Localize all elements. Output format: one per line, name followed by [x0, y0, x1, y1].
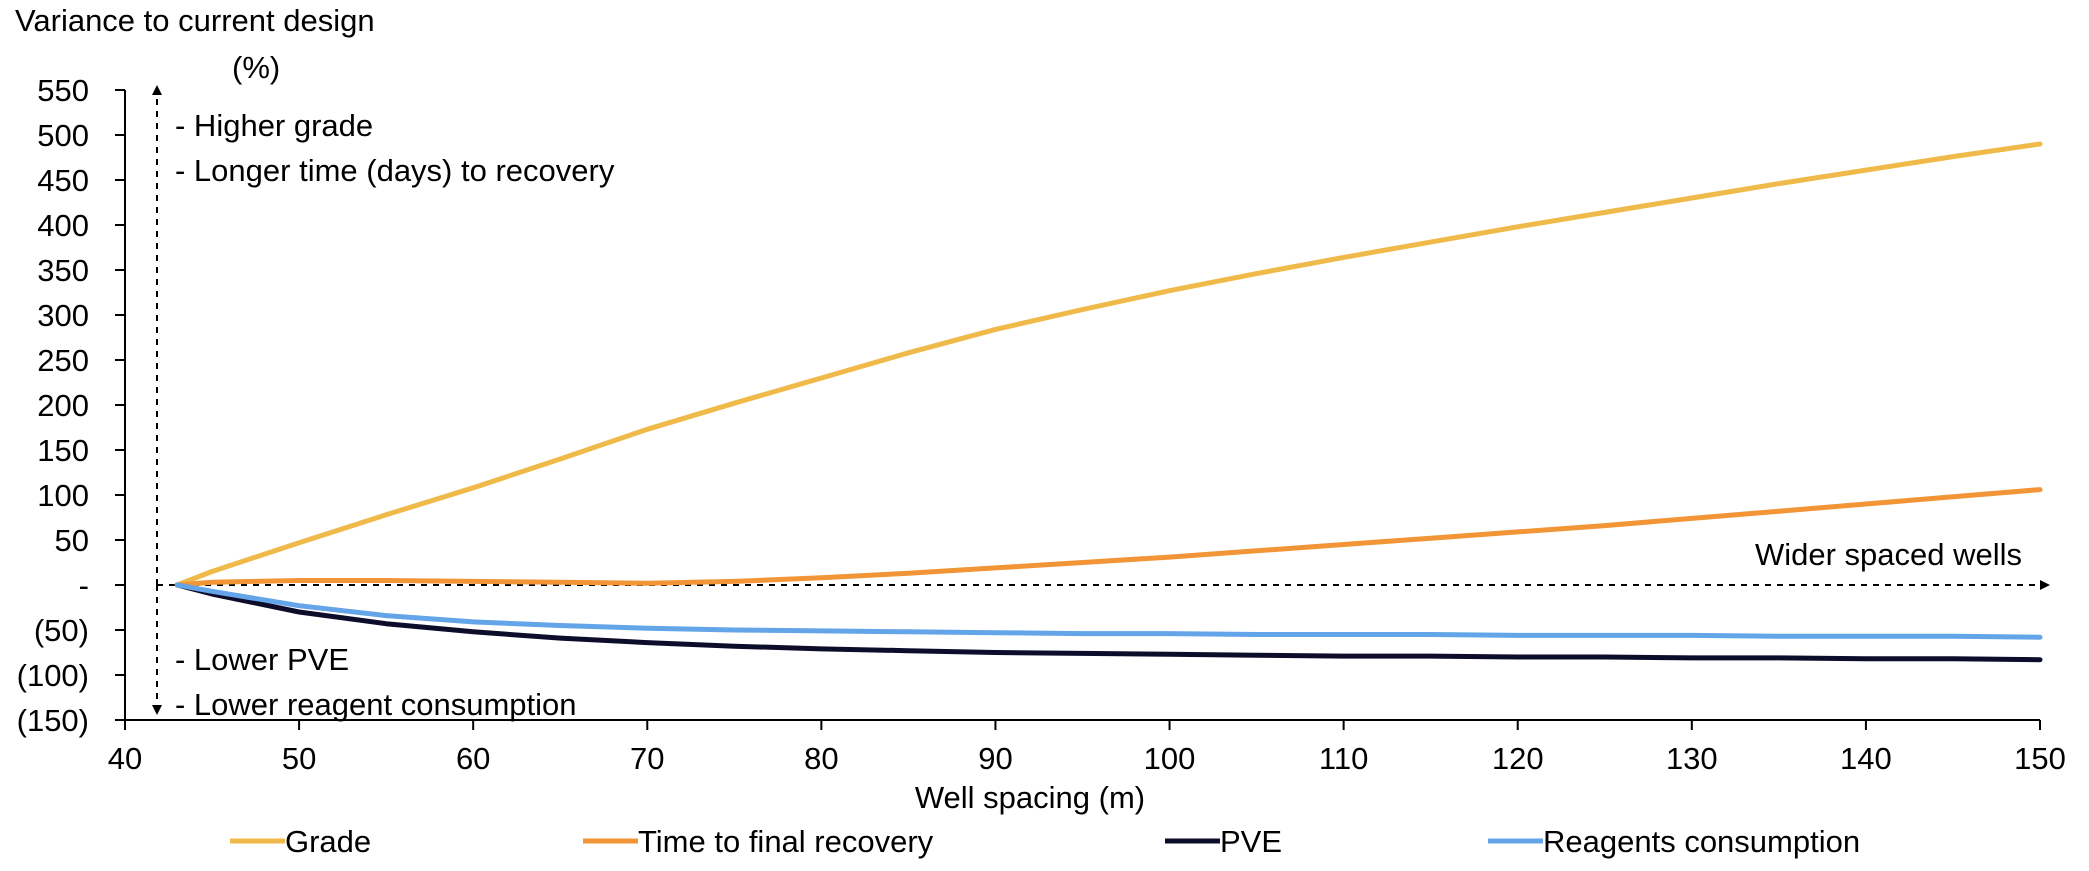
x-axis-title: Well spacing (m): [915, 780, 1145, 815]
y-tick-label: 100: [37, 478, 89, 513]
y-tick-label: 400: [37, 208, 89, 243]
x-tick-label: 50: [282, 741, 316, 776]
x-tick-label: 130: [1666, 741, 1718, 776]
x-ticks: 40 50 60 70 80 90 100 110 120 130 140 150: [108, 720, 2066, 776]
y-ticks: 550 500 450 400 350 300 250 200 150 100 50 - (50) (10…: [17, 73, 125, 738]
x-tick-label: 80: [804, 741, 838, 776]
y-tick-label: 450: [37, 163, 89, 198]
annotation-lower-reagent: - Lower reagent consumption: [175, 687, 577, 722]
x-tick-label: 140: [1840, 741, 1892, 776]
y-axis-title-line2: (%): [232, 50, 280, 85]
y-tick-label: 200: [37, 388, 89, 423]
y-tick-label: -: [79, 568, 89, 603]
y-axis-title-line1: Variance to current design: [15, 3, 375, 38]
legend-label: Time to final recovery: [638, 824, 934, 859]
series-line-reagents-consumption: [174, 582, 2043, 640]
y-tick-label: 550: [37, 73, 89, 108]
annotation-higher-grade: - Higher grade: [175, 108, 373, 143]
legend-label: Grade: [285, 824, 371, 859]
annotation-wider-spaced: Wider spaced wells: [1755, 537, 2022, 572]
x-tick-label: 110: [1319, 741, 1368, 776]
x-tick-label: 90: [978, 741, 1012, 776]
x-tick-label: 120: [1492, 741, 1544, 776]
y-tick-label: 300: [37, 298, 89, 333]
annotation-longer-time: - Longer time (days) to recovery: [175, 153, 615, 188]
x-tick-label: 60: [456, 741, 490, 776]
series-lines: [174, 141, 2043, 663]
x-tick-label: 100: [1144, 741, 1196, 776]
y-tick-label: 150: [37, 433, 89, 468]
series-line-grade: [174, 141, 2043, 588]
annotation-lower-pve: - Lower PVE: [175, 642, 349, 677]
legend-label: PVE: [1220, 824, 1282, 859]
y-tick-label: (150): [17, 703, 89, 738]
y-tick-label: (100): [17, 658, 89, 693]
y-tick-label: 500: [37, 118, 89, 153]
y-tick-label: 250: [37, 343, 89, 378]
series-line-time-to-final-recovery: [174, 487, 2043, 588]
x-tick-label: 40: [108, 741, 142, 776]
y-tick-label: 50: [55, 523, 89, 558]
y-tick-label: 350: [37, 253, 89, 288]
y-tick-label: (50): [34, 613, 89, 648]
legend: Grade Time to final recovery PVE Reagents c…: [230, 824, 1860, 859]
series-line-pve: [174, 582, 2043, 663]
x-tick-label: 150: [2014, 741, 2066, 776]
legend-label: Reagents consumption: [1543, 824, 1860, 859]
x-tick-label: 70: [630, 741, 664, 776]
